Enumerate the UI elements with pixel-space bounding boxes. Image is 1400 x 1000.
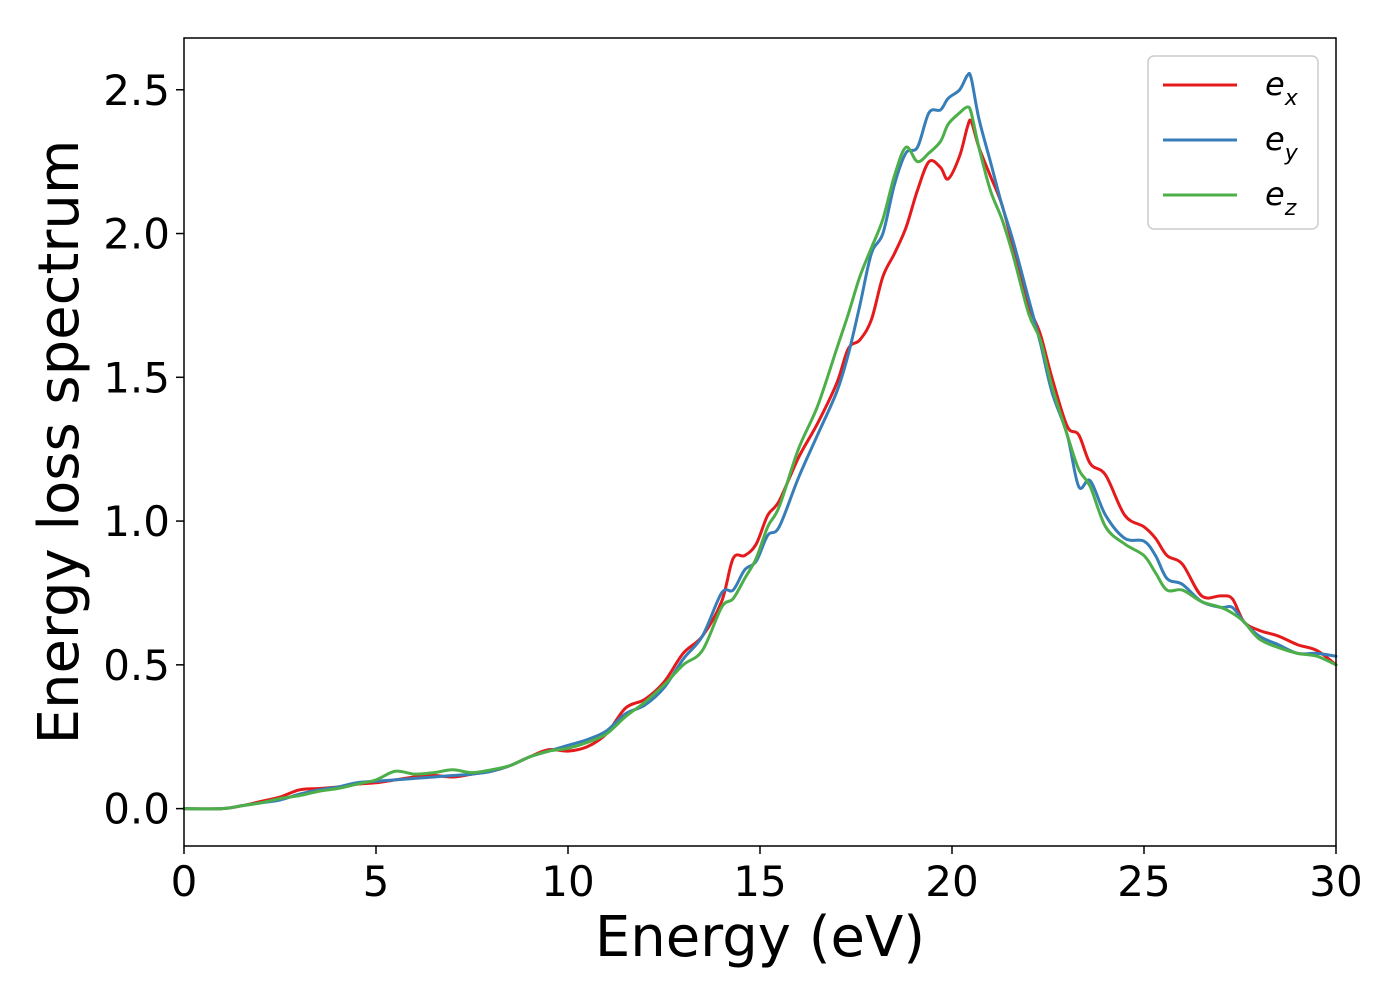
- y-axis-title: Energy loss spectrum: [27, 140, 92, 745]
- x-tick-label: 5: [363, 857, 390, 906]
- series-line-e-y: [182, 71, 1338, 811]
- x-axis-title: Energy (eV): [595, 905, 925, 970]
- series-layer: [182, 71, 1338, 811]
- legend-label-e-y: ey: [1265, 120, 1299, 166]
- legend: ex ey ez: [1147, 55, 1319, 230]
- y-tick-label: 0.5: [103, 641, 170, 690]
- legend-box: [1147, 55, 1319, 230]
- y-tick-label: 1.0: [103, 497, 170, 546]
- y-tick-label: 2.0: [103, 210, 170, 259]
- x-tick-label: 10: [541, 857, 594, 906]
- legend-label-e-x: ex: [1265, 65, 1299, 111]
- x-tick-label: 20: [925, 857, 978, 906]
- x-tick-label: 30: [1309, 857, 1362, 906]
- y-tick-label: 2.5: [103, 66, 170, 115]
- legend-label-e-z: ez: [1265, 175, 1297, 221]
- x-tick-label: 15: [733, 857, 786, 906]
- ticks-layer: 0 5 10 15 20 25 30 0.0 0.5 1.0 1.5 2.0 2.5: [103, 66, 1363, 906]
- x-tick-label: 25: [1117, 857, 1170, 906]
- y-tick-label: 0.0: [103, 785, 170, 834]
- legend-entries: ex ey ez: [1163, 65, 1299, 221]
- x-tick-label: 0: [171, 857, 198, 906]
- y-tick-label: 1.5: [103, 353, 170, 402]
- series-line-e-z: [182, 105, 1338, 811]
